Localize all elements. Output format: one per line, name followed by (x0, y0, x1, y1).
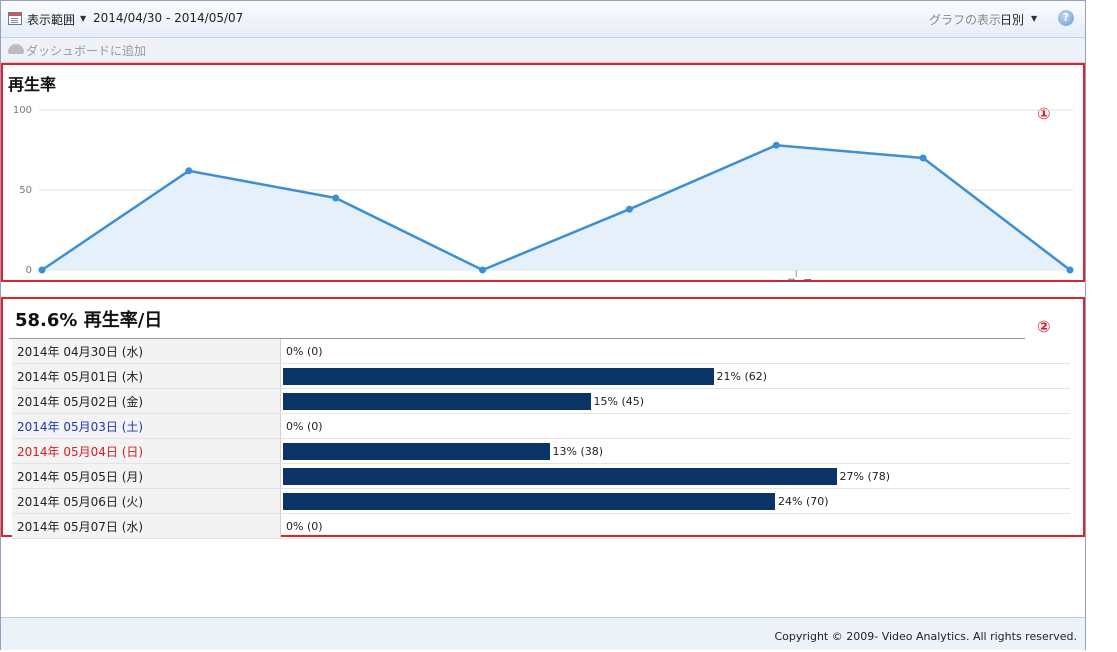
data-point (332, 194, 340, 202)
rate-label: 24% (70) (778, 494, 829, 508)
footer: Copyright © 2009- Video Analytics. All r… (1, 617, 1085, 650)
toolbar: 表示範囲 ▼ 2014/04/30 - 2014/05/07 グラフの表示 日別… (1, 1, 1085, 38)
chevron-down-icon[interactable]: ▼ (1031, 14, 1038, 23)
divider (9, 338, 1025, 339)
range-value: 2014/04/30 - 2014/05/07 (93, 11, 244, 25)
date-cell: 2014年 05月04日 (日) (12, 438, 281, 464)
data-point (38, 266, 46, 274)
data-point (185, 167, 193, 175)
table-row: 2014年 05月06日 (火) 24% (70) (12, 488, 1070, 514)
line-chart: 100 50 0 5月5日 (13, 105, 1074, 282)
bar-cell: 13% (38) (280, 438, 1070, 464)
annotation-marker-2: ② (1037, 317, 1051, 336)
bar-cell: 0% (0) (280, 413, 1070, 439)
rate-bar (283, 467, 837, 485)
stats-title: 58.6% 再生率/日 (15, 306, 162, 332)
x-tick-label: 5月5日 (780, 278, 813, 282)
graph-display-label: グラフの表示 (929, 13, 1002, 27)
data-point (479, 266, 487, 274)
table-row: 2014年 04月30日 (水) 0% (0) (12, 339, 1070, 364)
annotation-marker-1: ① (1037, 104, 1051, 123)
rate-label: 27% (78) (839, 469, 891, 483)
add-dashboard-button[interactable]: ダッシュボードに追加 (26, 44, 147, 58)
rate-bar (283, 392, 591, 410)
date-cell: 2014年 05月01日 (木) (12, 363, 281, 389)
table-row: 2014年 05月03日 (土) 0% (0) (12, 413, 1070, 439)
sub-toolbar (1, 38, 1085, 63)
stats-title-label: 再生率/日 (83, 310, 163, 331)
chevron-down-icon[interactable]: ▼ (80, 14, 87, 23)
date-cell: 2014年 05月03日 (土) (12, 413, 281, 439)
data-point (625, 205, 633, 213)
table-row: 2014年 05月07日 (水) 0% (0) (12, 513, 1070, 539)
series-line (41, 143, 1071, 272)
graph-display-dropdown[interactable]: 日別 (1000, 13, 1025, 27)
data-point (1066, 266, 1074, 274)
rate-label: 0% (0) (286, 344, 323, 358)
copyright: Copyright © 2009- Video Analytics. All r… (774, 630, 1078, 643)
rate-bar (283, 367, 714, 385)
series-area (42, 145, 1070, 270)
help-icon[interactable]: ? (1058, 10, 1074, 26)
range-dropdown[interactable]: 表示範囲 (27, 13, 76, 27)
rate-label: 0% (0) (286, 519, 323, 533)
table-row: 2014年 05月04日 (日) 13% (38) (12, 438, 1070, 464)
date-cell: 2014年 05月07日 (水) (12, 513, 281, 539)
table-row: 2014年 05月02日 (金) 15% (45) (12, 388, 1070, 414)
y-tick-label: 100 (13, 105, 32, 116)
data-point (919, 154, 927, 162)
daily-rate-table: 2014年 04月30日 (水) 0% (0) 2014年 05月01日 (木) 21… (12, 339, 1070, 539)
bar-cell: 15% (45) (280, 388, 1070, 414)
date-cell: 2014年 05月02日 (金) (12, 388, 281, 414)
date-cell: 2014年 05月06日 (火) (12, 488, 281, 514)
app-window: 表示範囲 ▼ 2014/04/30 - 2014/05/07 グラフの表示 日別… (0, 0, 1086, 650)
table-row: 2014年 05月05日 (月) 27% (78) (12, 463, 1070, 489)
rate-bar (283, 442, 550, 460)
bar-cell: 24% (70) (280, 488, 1070, 514)
date-cell: 2014年 04月30日 (水) (12, 339, 281, 364)
chart-title: 再生率 (8, 75, 57, 94)
y-tick-label: 0 (26, 265, 32, 276)
bar-cell: 21% (62) (280, 363, 1070, 389)
bar-cell: 0% (0) (280, 513, 1070, 539)
bar-cell: 27% (78) (280, 463, 1070, 489)
table-row: 2014年 05月01日 (木) 21% (62) (12, 363, 1070, 389)
rate-label: 0% (0) (286, 419, 323, 433)
bar-cell: 0% (0) (280, 339, 1070, 364)
annotation-box-1 (1, 63, 1085, 282)
date-cell: 2014年 05月05日 (月) (12, 463, 281, 489)
calendar-icon[interactable] (8, 12, 22, 25)
rate-label: 13% (38) (552, 444, 604, 458)
rate-bar (283, 492, 775, 510)
y-tick-label: 50 (19, 185, 32, 196)
rate-label: 21% (62) (716, 369, 768, 383)
dashboard-icon[interactable] (8, 44, 24, 54)
data-point (772, 141, 780, 149)
overall-rate: 58.6% (15, 310, 78, 331)
rate-label: 15% (45) (593, 394, 645, 408)
